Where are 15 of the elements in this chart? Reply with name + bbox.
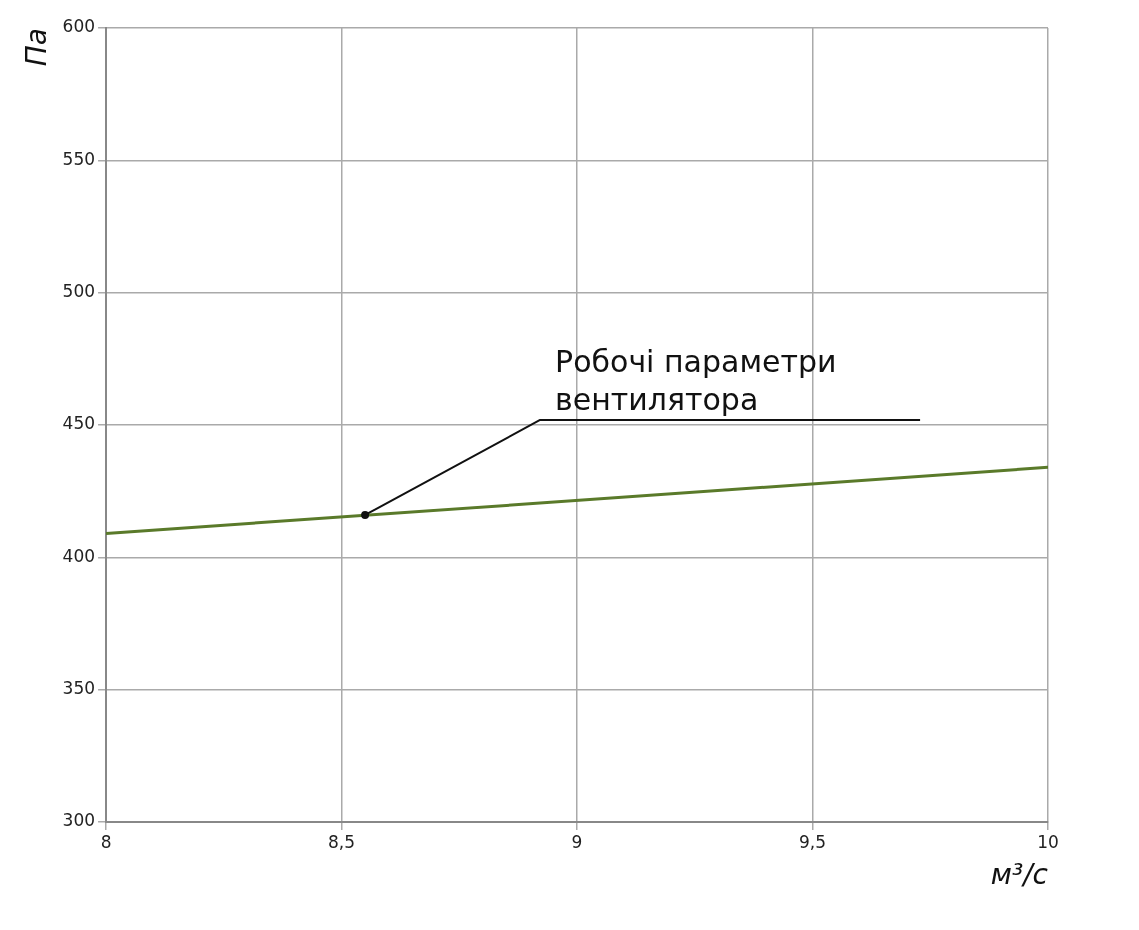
y-tick-label: 550 [62,148,96,169]
x-tick-label: 9,5 [798,831,827,852]
y-tick-label: 450 [62,413,96,434]
y-tick-label: 600 [62,16,96,37]
x-axis-title: м³/с [990,858,1049,892]
x-tick-label: 9 [571,831,583,852]
x-tick-label: 8 [100,831,112,852]
x-tick-label: 10 [1037,831,1059,852]
annotation: Робочі параметри вентилятора [555,343,837,417]
x-tick-label: 8,5 [328,831,356,852]
y-axis-title: Па [20,28,54,67]
y-tick-label: 300 [62,810,96,831]
y-tick-label: 400 [62,545,96,566]
y-tick-label: 500 [62,281,96,302]
y-tick-label: 350 [62,678,96,699]
